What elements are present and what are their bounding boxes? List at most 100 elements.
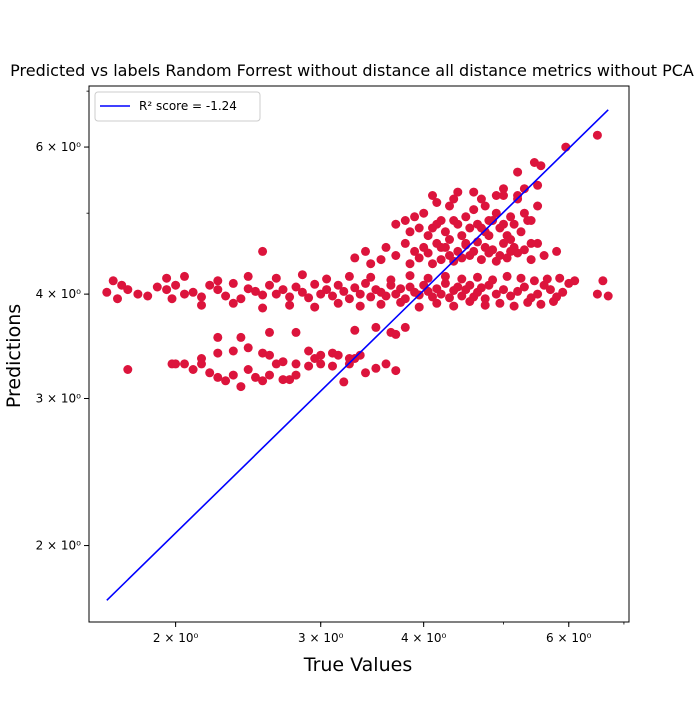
scatter-point — [304, 293, 314, 303]
scatter-point — [350, 283, 360, 293]
scatter-point — [457, 231, 467, 241]
scatter-point — [310, 302, 320, 312]
scatter-point — [410, 246, 420, 256]
scatter-point — [366, 272, 376, 282]
scatter-point — [506, 212, 516, 222]
scatter-point — [333, 350, 343, 360]
scatter-point — [258, 376, 268, 386]
scatter-point — [344, 294, 354, 304]
scatter-point — [381, 291, 391, 301]
scatter-point — [495, 223, 505, 233]
scatter-point — [476, 283, 486, 293]
scatter-point — [167, 294, 177, 304]
scatter-point — [516, 273, 526, 283]
x-axis: 2 × 10⁰ 3 × 10⁰ 4 × 10⁰ 6 × 10⁰ — [153, 622, 625, 645]
scatter-point — [509, 301, 519, 311]
scatter-point — [278, 357, 288, 367]
scatter-point — [316, 359, 326, 369]
scatter-point — [221, 291, 231, 301]
scatter-point — [102, 287, 112, 297]
scatter-point — [419, 208, 429, 218]
scatter-point — [236, 294, 246, 304]
scatter-point — [491, 289, 501, 299]
scatter-point — [361, 246, 370, 256]
scatter-point — [371, 363, 381, 373]
scatter-point — [529, 276, 539, 286]
scatter-point — [386, 275, 396, 285]
scatter-point — [316, 350, 326, 360]
scatter-point — [469, 205, 479, 215]
scatter-point — [381, 242, 391, 252]
scatter-point — [350, 325, 360, 335]
scatter-point — [197, 292, 206, 302]
scatter-point — [285, 300, 295, 310]
scatter-point — [519, 184, 529, 194]
scatter-point — [271, 289, 281, 299]
scatter-point — [519, 208, 529, 218]
scatter-point — [499, 184, 508, 194]
scatter-point — [143, 291, 153, 301]
scatter-point — [491, 208, 501, 218]
scatter-point — [552, 246, 562, 256]
y-axis-label: Predictions — [3, 304, 25, 408]
scatter-point — [391, 366, 401, 376]
x-tick-label: 2 × 10⁰ — [153, 631, 199, 645]
scatter-point — [473, 219, 482, 229]
scatter-point — [322, 285, 332, 295]
scatter-point — [304, 361, 314, 371]
scatter-point — [523, 297, 533, 307]
scatter-point — [476, 194, 486, 204]
scatter-point — [461, 238, 471, 248]
scatter-point — [265, 350, 274, 360]
scatter-point — [469, 246, 479, 256]
x-tick-label: 6 × 10⁰ — [546, 631, 592, 645]
scatter-point — [526, 255, 536, 265]
scatter-point — [355, 350, 365, 360]
scatter-point — [171, 280, 181, 290]
scatter-point — [291, 327, 301, 337]
scatter-point — [513, 248, 523, 258]
scatter-point — [453, 282, 463, 292]
scatter-point — [265, 370, 274, 380]
scatter-point — [519, 245, 529, 255]
scatter-point — [432, 219, 442, 229]
scatter-point — [376, 299, 386, 309]
scatter-point — [108, 276, 118, 286]
scatter-point — [449, 216, 459, 225]
y-tick-label: 2 × 10⁰ — [36, 539, 82, 553]
scatter-point — [381, 359, 391, 369]
scatter-point — [376, 255, 386, 265]
scatter-point — [480, 294, 490, 304]
scatter-point — [423, 231, 433, 241]
scatter-point — [423, 273, 433, 283]
scatter-point — [361, 278, 370, 288]
scatter-point — [440, 278, 450, 288]
y-axis: 2 × 10⁰ 3 × 10⁰ 4 × 10⁰ 6 × 10⁰ — [36, 90, 89, 553]
scatter-point — [549, 297, 558, 306]
scatter-point — [480, 300, 490, 310]
scatter-point — [432, 298, 442, 308]
scatter-point — [533, 289, 543, 299]
scatter-point — [258, 246, 268, 256]
scatter-point — [570, 276, 580, 286]
scatter-point — [469, 187, 479, 197]
scatter-point — [188, 365, 198, 374]
y-tick-label: 6 × 10⁰ — [36, 140, 82, 154]
scatter-point — [171, 359, 181, 369]
scatter-point — [519, 282, 529, 292]
scatter-point — [461, 212, 471, 222]
scatter-point — [123, 285, 133, 295]
scatter-point — [391, 219, 401, 229]
scatter-point — [428, 259, 437, 269]
scatter-point — [506, 291, 516, 301]
fit-line — [106, 109, 609, 601]
scatter-point — [152, 282, 162, 292]
scatter-point — [243, 365, 253, 374]
scatter-point — [476, 255, 486, 265]
scatter-point — [509, 219, 519, 229]
scatter-point — [285, 375, 295, 385]
scatter-point — [603, 291, 613, 301]
scatter-point — [440, 227, 450, 237]
scatter-point — [297, 287, 307, 297]
